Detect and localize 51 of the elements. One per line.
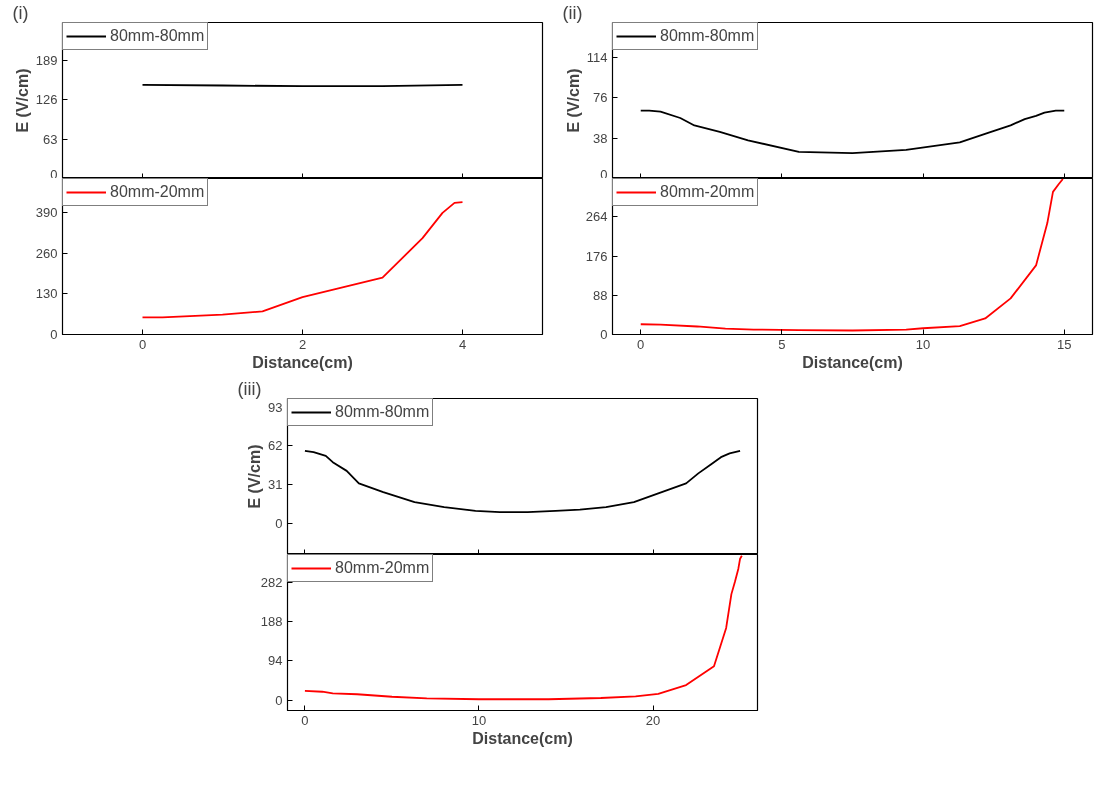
y-tick-label: 264 xyxy=(585,209,608,225)
text: (iii) xyxy=(237,378,262,399)
y-tick-label: 63 xyxy=(43,131,58,147)
x-tick-label: 0 xyxy=(301,712,309,728)
x-tick-label: 0 xyxy=(637,336,645,352)
y-tick-label: 38 xyxy=(593,130,608,146)
y-tick-label: 0 xyxy=(275,515,283,531)
text: (ii) xyxy=(562,2,583,23)
y-tick-label: 76 xyxy=(593,90,608,106)
y-tick-label: 282 xyxy=(260,574,283,590)
x-axis-title: Distance(cm) xyxy=(472,729,573,747)
y-tick-label: 126 xyxy=(35,92,58,108)
y-tick-label: 0 xyxy=(50,166,58,182)
x-tick-label: 10 xyxy=(915,336,931,352)
legend-label: 80mm-20mm xyxy=(335,559,430,577)
y-tick-label: 0 xyxy=(600,166,608,182)
y-tick-label: 130 xyxy=(35,286,58,302)
y-tick-label: 260 xyxy=(35,245,58,261)
text: (i) xyxy=(12,2,29,23)
legend-label: 80mm-80mm xyxy=(110,27,205,45)
y-axis-title: E (V/cm) xyxy=(13,68,31,133)
y-tick-label: 176 xyxy=(585,248,608,264)
x-axis-title: Distance(cm) xyxy=(802,353,903,371)
line-series xyxy=(639,178,1064,332)
y-tick-label: 62 xyxy=(268,438,283,454)
x-tick-label: 2 xyxy=(298,336,307,352)
x-axis-title: Distance(cm) xyxy=(252,353,353,371)
x-tick-label: 10 xyxy=(471,712,487,728)
y-tick-label: 88 xyxy=(593,287,608,303)
y-axis-title: E (V/cm) xyxy=(246,444,264,509)
y-tick-label: 93 xyxy=(268,399,283,415)
y-tick-label: 188 xyxy=(260,614,283,630)
line-series xyxy=(141,201,464,319)
y-tick-label: 0 xyxy=(275,692,283,708)
y-tick-label: 31 xyxy=(268,477,283,493)
x-tick-label: 0 xyxy=(138,336,147,352)
line-series xyxy=(304,450,741,513)
legend-label: 80mm-80mm xyxy=(335,403,430,421)
y-tick-label: 390 xyxy=(35,205,58,221)
x-tick-label: 5 xyxy=(778,336,786,352)
x-tick-label: 4 xyxy=(458,336,467,352)
y-axis-title: E (V/cm) xyxy=(564,68,582,133)
legend-label: 80mm-20mm xyxy=(660,183,755,201)
y-tick-label: 189 xyxy=(35,53,58,69)
y-tick-label: 94 xyxy=(268,653,283,669)
y-tick-label: 114 xyxy=(586,50,608,66)
x-tick-label: 15 xyxy=(1057,336,1072,352)
line-series xyxy=(304,554,743,701)
x-tick-label: 20 xyxy=(645,712,661,728)
legend-label: 80mm-20mm xyxy=(110,183,205,201)
legend-label: 80mm-80mm xyxy=(660,27,755,45)
